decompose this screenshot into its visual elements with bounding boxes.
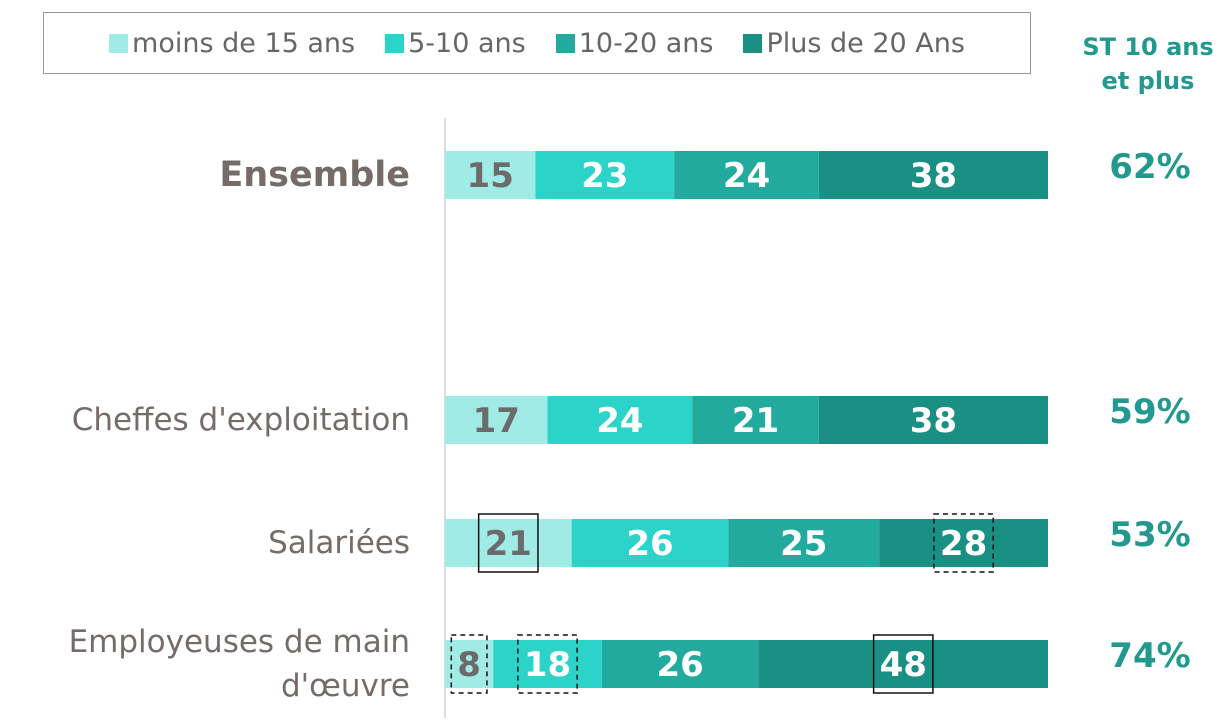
legend-label: moins de 15 ans: [132, 27, 356, 59]
legend-label: 10-20 ans: [578, 27, 714, 59]
total-label: 74%: [1109, 636, 1191, 676]
legend-label: Plus de 20 Ans: [766, 27, 965, 59]
bar-segment: [601, 640, 759, 688]
category-label: Employeuses de main d'œuvre: [68, 624, 410, 704]
legend-swatch: [555, 33, 575, 53]
legend-swatch: [109, 33, 129, 53]
legend-item: Plus de 20 Ans: [743, 27, 965, 59]
bar-segment: [818, 396, 1048, 444]
bar-label: 15: [467, 156, 514, 196]
bar-label: 23: [581, 156, 628, 196]
legend-swatch: [743, 33, 763, 53]
legend-swatch: [385, 33, 405, 53]
bar-label: 25: [780, 524, 827, 564]
bar-label: 28: [940, 524, 987, 564]
category-label: Cheffes d'exploitation: [71, 402, 410, 438]
bar-label: 38: [910, 156, 957, 196]
highlight-box: [872, 634, 934, 694]
bar-segment: [445, 640, 494, 688]
highlight-box: [933, 513, 994, 573]
bar-segment: [445, 519, 572, 567]
bar-label: 38: [910, 401, 957, 441]
bar-segment: [445, 151, 536, 199]
highlight-box: [517, 634, 578, 694]
legend-item: 10-20 ans: [555, 27, 714, 59]
total-label: 62%: [1109, 147, 1191, 187]
bar-label: 8: [457, 645, 481, 685]
bar-label: 21: [732, 401, 779, 441]
bar-label: 26: [626, 524, 673, 564]
bar-segment: [493, 640, 602, 688]
total-header: ST 10 ans et plus: [1082, 33, 1214, 95]
bar-label: 18: [524, 645, 571, 685]
category-label: Ensemble: [219, 155, 410, 195]
bar-segment: [692, 396, 819, 444]
bar-segment: [818, 151, 1048, 199]
legend-item: moins de 15 ans: [109, 28, 355, 59]
total-label: 53%: [1109, 515, 1191, 555]
bar-segment: [547, 396, 693, 444]
bar-segment: [879, 519, 1048, 567]
bar-label: 17: [473, 401, 520, 441]
category-label: Salariées: [268, 525, 410, 561]
bar-label: 24: [723, 156, 770, 196]
bar-label: 48: [880, 645, 927, 685]
legend-item: 5-10 ans: [385, 28, 526, 59]
bar-label: 26: [657, 645, 704, 685]
bar-segment: [758, 640, 1048, 688]
bar-label: 21: [485, 524, 532, 564]
total-label: 59%: [1109, 392, 1191, 432]
legend-label: 5-10 ans: [408, 27, 526, 59]
bar-segment: [674, 151, 819, 199]
highlight-box: [477, 513, 539, 573]
legend: moins de 15 ans 5-10 ans 10-20 ans Plus de …: [43, 12, 1031, 74]
bar-segment: [728, 519, 880, 567]
highlight-box: [450, 634, 488, 694]
bar-segment: [445, 396, 548, 444]
bar-label: 24: [596, 401, 643, 441]
bar-segment: [571, 519, 729, 567]
bar-segment: [535, 151, 675, 199]
